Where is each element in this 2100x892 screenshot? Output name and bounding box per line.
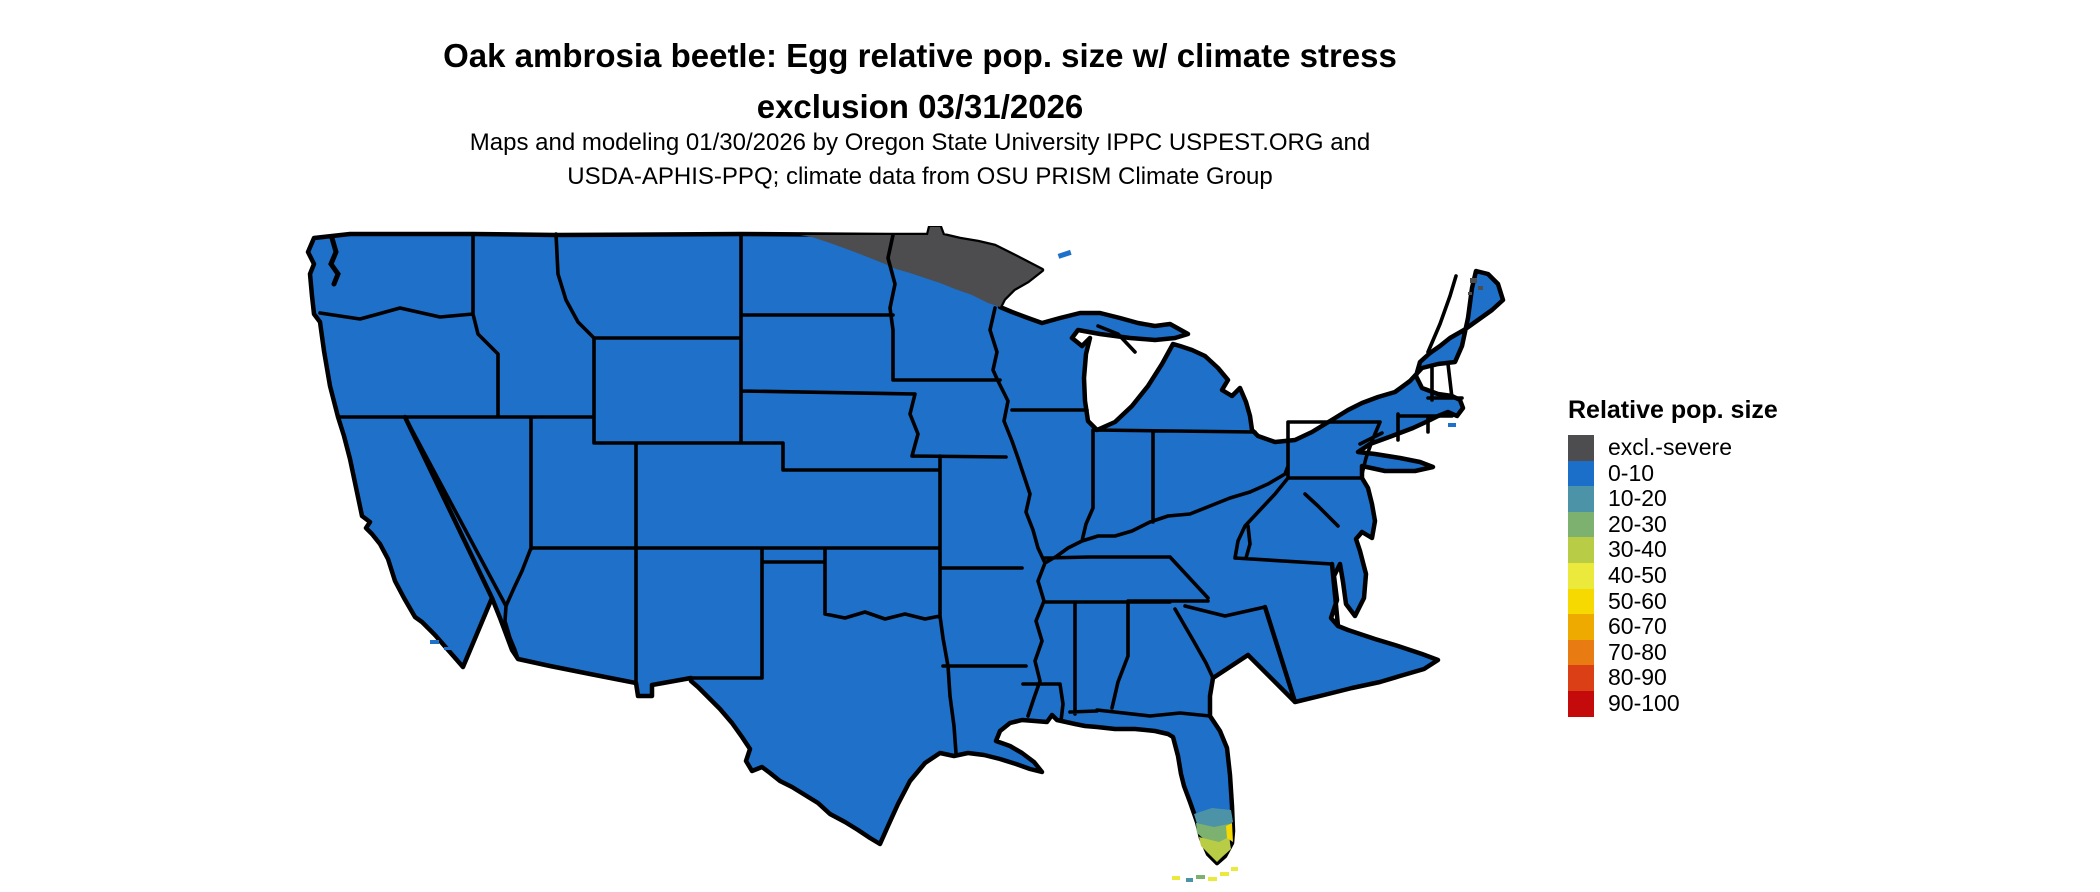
- legend-swatch: [1568, 460, 1594, 487]
- florida-infestation-bands: [1194, 808, 1233, 862]
- legend: Relative pop. size excl.-severe 0-10 10-20…: [1568, 396, 1868, 717]
- legend-label: 40-50: [1608, 561, 1667, 588]
- legend-label: 0-10: [1608, 459, 1655, 486]
- title-line-1: Oak ambrosia beetle: Egg relative pop. s…: [443, 37, 1397, 74]
- legend-label: 20-30: [1608, 510, 1667, 537]
- legend-row: 10-20: [1568, 486, 1868, 512]
- legend-swatch: [1568, 614, 1594, 640]
- map-title: Oak ambrosia beetle: Egg relative pop. s…: [0, 30, 1840, 132]
- us-map-svg: [305, 224, 1506, 882]
- state-borders: [318, 232, 1464, 755]
- legend-label: 70-80: [1608, 638, 1667, 665]
- legend-label: 10-20: [1608, 485, 1667, 512]
- legend-row: 0-10: [1568, 459, 1868, 487]
- puget-sound: [328, 235, 341, 287]
- legend-swatch: [1568, 639, 1594, 666]
- legend-swatch: [1568, 537, 1594, 563]
- legend-row: 50-60: [1568, 587, 1868, 615]
- florida-keys: [1172, 867, 1238, 882]
- florida-yellow-patch: [1226, 823, 1233, 842]
- exclusion-region-minnesota: [800, 227, 1042, 307]
- map-subtitle: Maps and modeling 01/30/2026 by Oregon S…: [0, 126, 1840, 194]
- legend-swatch: [1568, 690, 1594, 717]
- legend-swatch: [1568, 562, 1594, 589]
- legend-swatch: [1568, 588, 1594, 615]
- legend-row: 20-30: [1568, 510, 1868, 538]
- conus-outline: [305, 224, 1506, 866]
- legend-row: 70-80: [1568, 638, 1868, 666]
- subtitle-line-2: USDA-APHIS-PPQ; climate data from OSU PR…: [567, 163, 1273, 191]
- legend-swatch: [1568, 511, 1594, 538]
- legend-title: Relative pop. size: [1568, 396, 1778, 424]
- legend-label: excl.-severe: [1608, 434, 1732, 460]
- legend-swatch: [1568, 435, 1594, 461]
- us-map: [300, 224, 1525, 892]
- legend-items: excl.-severe 0-10 10-20 20-30 30-40 40-50 50-6…: [1568, 434, 1868, 717]
- legend-label: 30-40: [1608, 536, 1667, 563]
- legend-row: 80-90: [1568, 665, 1868, 691]
- legend-row: 60-70: [1568, 614, 1868, 640]
- subtitle-line-1: Maps and modeling 01/30/2026 by Oregon S…: [469, 129, 1371, 156]
- florida-teal-band: [1194, 808, 1233, 829]
- legend-row: excl.-severe: [1568, 434, 1868, 461]
- legend-row: 40-50: [1568, 561, 1868, 589]
- island-specks: [430, 249, 1456, 650]
- legend-swatch: [1568, 486, 1594, 512]
- exclusion-specks-maine: [1468, 278, 1483, 295]
- legend-label: 60-70: [1608, 613, 1667, 640]
- title-line-2: exclusion 03/31/2026: [756, 88, 1084, 126]
- legend-swatch: [1568, 665, 1594, 691]
- legend-row: 90-100: [1568, 689, 1868, 717]
- legend-label: 90-100: [1608, 689, 1680, 716]
- legend-label: 50-60: [1608, 587, 1667, 614]
- florida-yellow-green-band: [1199, 837, 1231, 862]
- legend-row: 30-40: [1568, 537, 1868, 563]
- legend-label: 80-90: [1608, 664, 1667, 691]
